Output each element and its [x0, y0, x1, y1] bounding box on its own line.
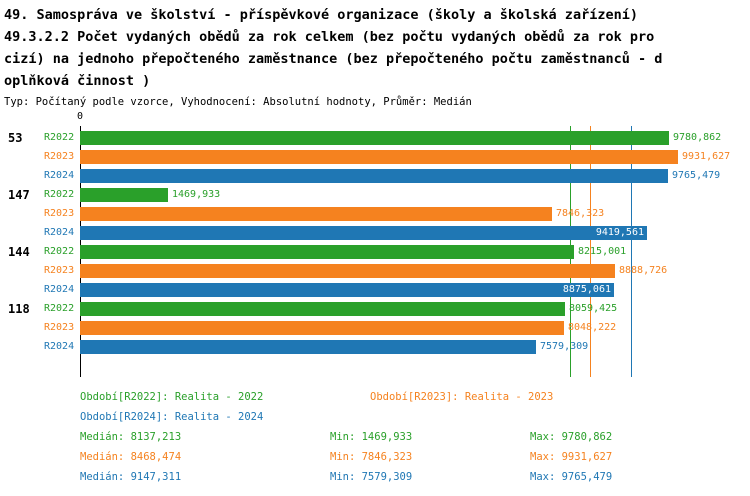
bar-value-label: 1469,933: [172, 189, 221, 200]
bar-value-label: 7579,309: [540, 341, 589, 352]
chart-title-line-2: 49.3.2.2 Počet vydaných obědů za rok cel…: [4, 29, 655, 45]
bar-r2022: [80, 188, 168, 202]
legend-item-r2024: Období[R2024]: Realita - 2024: [80, 411, 264, 423]
bar-track: 9780,862: [80, 131, 721, 145]
max-stat-r2024: Max: 9765,479: [530, 471, 613, 483]
bar-track: 8059,425: [80, 302, 617, 316]
bar-row: R2023 7846,323: [0, 207, 750, 221]
series-label: R2022: [44, 303, 75, 314]
max-stat-r2023: Max: 9931,627: [530, 451, 613, 463]
legend-item-r2023: Období[R2023]: Realita - 2023: [370, 391, 554, 403]
bar-track: 9765,479: [80, 169, 720, 183]
series-label: R2022: [44, 246, 75, 257]
bar-track: 9931,627: [80, 150, 730, 164]
chart-title-line-1: 49. Samospráva ve školství - příspěvkové…: [4, 7, 638, 23]
series-label: R2024: [44, 170, 75, 181]
bar-row: R2023 8048,222: [0, 321, 750, 335]
min-stat-r2023: Min: 7846,323: [330, 451, 413, 463]
chart-header: 49. Samospráva ve školství - příspěvkové…: [0, 0, 750, 110]
bar-value-label: 9780,862: [673, 132, 722, 143]
bar-r2024: 8875,061: [80, 283, 614, 297]
bar-r2023: [80, 207, 552, 221]
bar-value-label: 8059,425: [569, 303, 618, 314]
group-label: 53: [8, 131, 23, 145]
bar-track: 7579,309: [80, 340, 588, 354]
median-stat-r2024: Medián: 9147,311: [80, 471, 182, 483]
series-label: R2024: [44, 284, 75, 295]
bar-row: R2023 8888,726: [0, 264, 750, 278]
min-stat-r2022: Min: 1469,933: [330, 431, 413, 443]
median-stat-r2022: Medián: 8137,213: [80, 431, 182, 443]
bar-group: 147 R2022 1469,933 R2023 7846,323 R2024 9419,5…: [0, 188, 750, 240]
bar-r2024: 9419,561: [80, 226, 647, 240]
bar-value-label: 8888,726: [619, 265, 668, 276]
bar-value-label: 9931,627: [682, 151, 731, 162]
bar-r2023: [80, 150, 678, 164]
bar-row: 118 R2022 8059,425: [0, 302, 750, 316]
bar-r2024: [80, 340, 536, 354]
legend-item-r2022: Období[R2022]: Realita - 2022: [80, 391, 264, 403]
bar-row: R2024 7579,309: [0, 340, 750, 354]
bar-r2024: [80, 169, 668, 183]
bar-row: R2024 8875,061: [0, 283, 750, 297]
bar-row: 144 R2022 8215,001: [0, 245, 750, 259]
bar-track: 8888,726: [80, 264, 667, 278]
bar-value-label: 8048,222: [568, 322, 617, 333]
group-label: 144: [8, 245, 30, 259]
bar-value-label: 9419,561: [595, 227, 644, 238]
series-label: R2022: [44, 189, 75, 200]
bar-group: 118 R2022 8059,425 R2023 8048,222 R2024 7579,3…: [0, 302, 750, 354]
bar-value-label: 7846,323: [556, 208, 605, 219]
bar-row: 147 R2022 1469,933: [0, 188, 750, 202]
summary-stats: Medián: 8137,213 Min: 1469,933 Max: 9780,8…: [0, 430, 750, 492]
bar-track: 8048,222: [80, 321, 616, 335]
bar-r2022: [80, 245, 574, 259]
median-line-r2024: [631, 126, 632, 377]
bar-r2022: [80, 302, 565, 316]
bar-track: 7846,323: [80, 207, 604, 221]
bar-row: R2024 9419,561: [0, 226, 750, 240]
bar-value-label: 9765,479: [672, 170, 721, 181]
chart-subtitle: Typ: Počítaný podle vzorce, Vyhodnocení:…: [4, 96, 472, 108]
series-label: R2024: [44, 227, 75, 238]
series-label: R2023: [44, 151, 75, 162]
series-label: R2023: [44, 208, 75, 219]
plot-area: 0 53 R2022 9780,862 R2023 9931,627 R2024 9765,…: [0, 110, 750, 377]
max-stat-r2022: Max: 9780,862: [530, 431, 613, 443]
bar-r2023: [80, 321, 564, 335]
bar-value-label: 8215,001: [578, 246, 627, 257]
median-line-r2023: [590, 126, 591, 377]
group-label: 147: [8, 188, 30, 202]
series-label: R2024: [44, 341, 75, 352]
chart-title-line-3: cizí) na jednoho přepočteného zaměstnanc…: [4, 51, 663, 67]
bar-group: 53 R2022 9780,862 R2023 9931,627 R2024 9765,47…: [0, 131, 750, 183]
series-label: R2023: [44, 322, 75, 333]
bar-value-label: 8875,061: [562, 284, 611, 295]
series-label: R2022: [44, 132, 75, 143]
bar-group: 144 R2022 8215,001 R2023 8888,726 R2024 8875,0…: [0, 245, 750, 297]
bar-row: 53 R2022 9780,862: [0, 131, 750, 145]
series-label: R2023: [44, 265, 75, 276]
bar-r2023: [80, 264, 615, 278]
bar-track: 9419,561: [80, 226, 647, 240]
bar-track: 1469,933: [80, 188, 220, 202]
group-label: 118: [8, 302, 30, 316]
chart-title-line-4: oplňková činnost ): [4, 73, 151, 89]
bar-row: R2024 9765,479: [0, 169, 750, 183]
legend: Období[R2022]: Realita - 2022 Období[R202…: [0, 390, 750, 430]
bar-track: 8215,001: [80, 245, 626, 259]
median-stat-r2023: Medián: 8468,474: [80, 451, 182, 463]
bar-track: 8875,061: [80, 283, 614, 297]
bar-row: R2023 9931,627: [0, 150, 750, 164]
min-stat-r2024: Min: 7579,309: [330, 471, 413, 483]
bar-groups: 53 R2022 9780,862 R2023 9931,627 R2024 9765,47…: [0, 131, 750, 359]
bar-r2022: [80, 131, 669, 145]
x-axis-origin-label: 0: [76, 111, 84, 122]
